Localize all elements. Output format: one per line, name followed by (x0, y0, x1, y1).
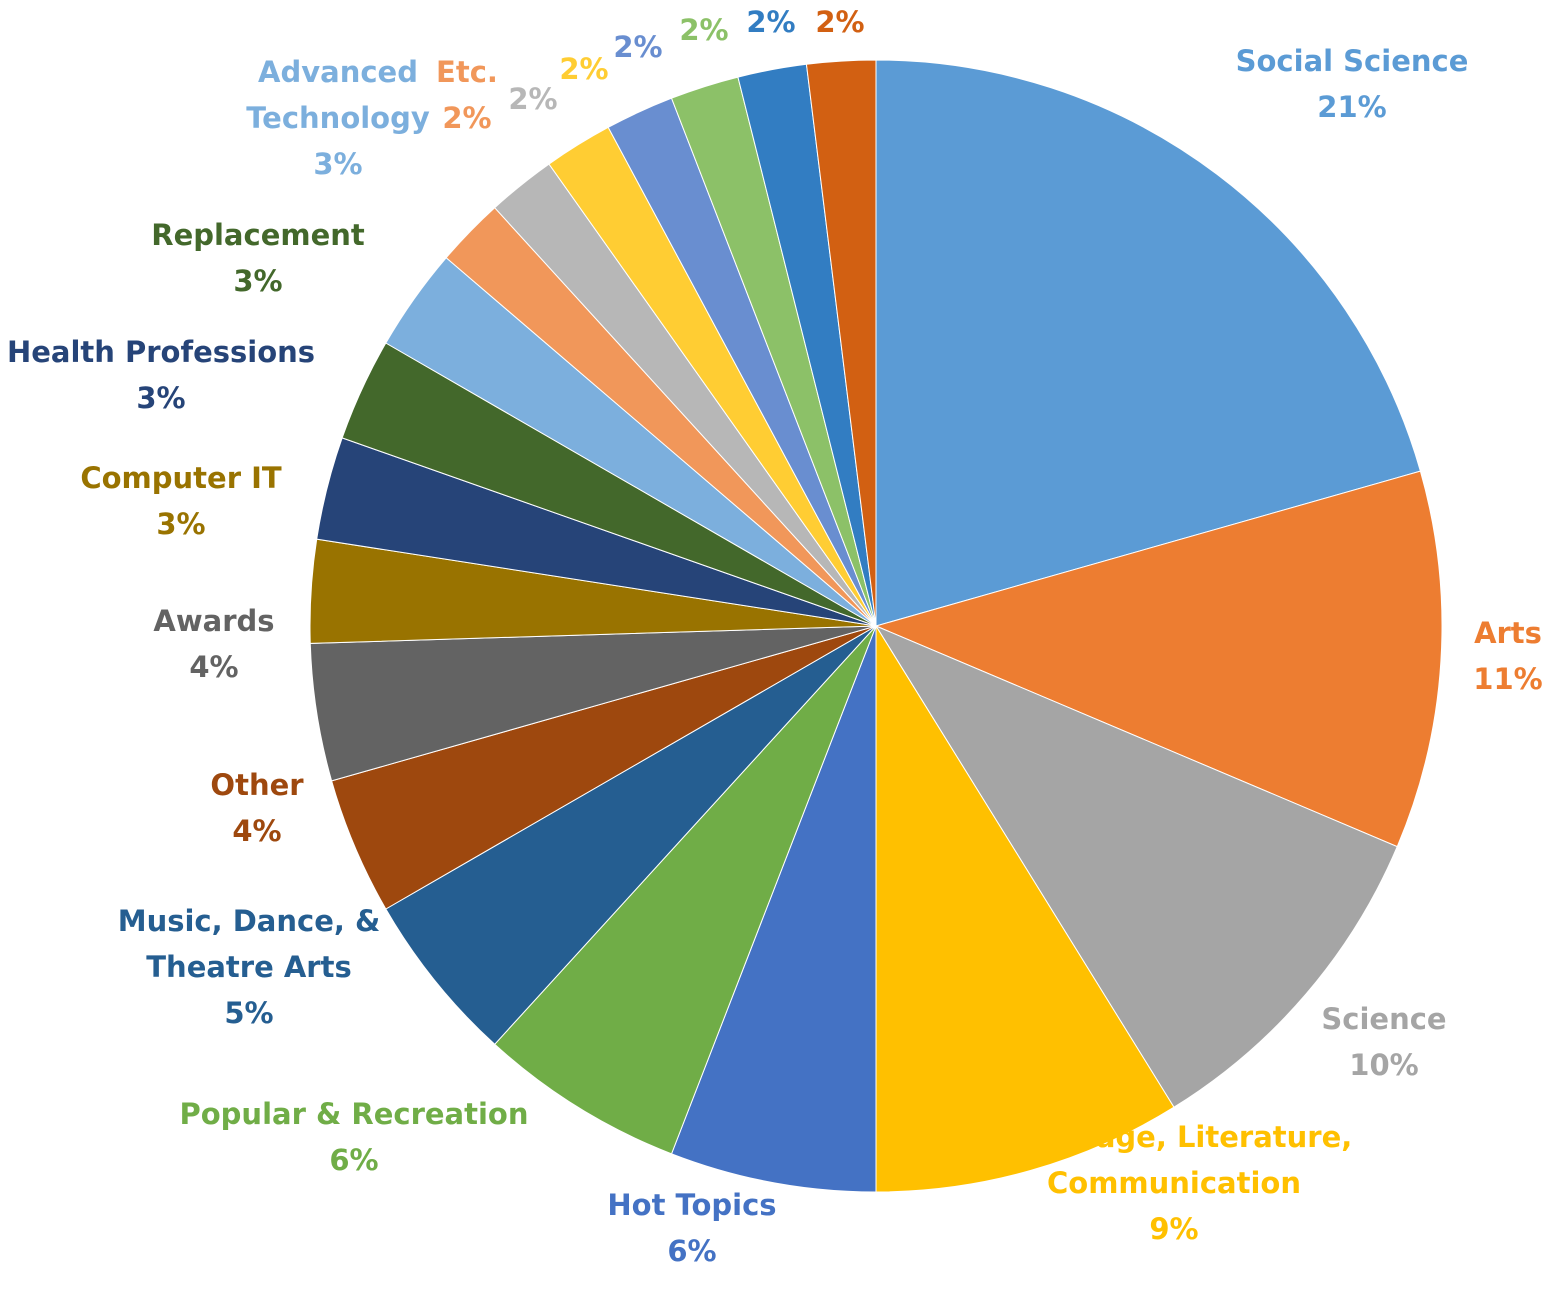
pie-slice-language-literature-communication (875, 624, 1175, 1193)
data-label-arts: Arts 11% (1473, 616, 1542, 696)
data-label-computer-it: Computer IT 3% (80, 461, 282, 541)
pie-slice-popular-recreation (493, 625, 877, 1155)
data-label-unlabeled-17: 2% (679, 13, 728, 47)
data-label-popular-recreation: Popular & Recreation 6% (180, 1097, 529, 1177)
pie-slice-hot-topics (670, 625, 877, 1193)
data-label-other: Other 4% (210, 768, 304, 848)
data-label-unlabeled-14: 2% (508, 82, 557, 116)
pie-slice-music-dance-theatre-arts (385, 625, 877, 1045)
data-label-replacement: Replacement 3% (151, 218, 365, 298)
pie-labels: Social Science 21% Arts 11% Science 10% Langua… (7, 5, 1543, 1268)
data-label-language-literature-communication: Language, Literature, Communication 9% (996, 1120, 1353, 1246)
data-label-unlabeled-16: 2% (613, 30, 662, 64)
data-label-social-science: Social Science 21% (1236, 44, 1469, 124)
pie-slice-arts (874, 470, 1443, 848)
data-label-unlabeled-15: 2% (559, 52, 608, 86)
pie-slice-unlabeled-19 (805, 59, 877, 627)
data-label-unlabeled-19: 2% (815, 5, 864, 39)
data-label-awards: Awards 4% (153, 604, 274, 684)
data-label-unlabeled-18: 2% (746, 5, 795, 39)
data-label-hot-topics: Hot Topics 6% (607, 1188, 776, 1268)
data-label-etc: Etc. 2% (436, 55, 498, 135)
data-label-music-dance-theatre-arts: Music, Dance, & Theatre Arts 5% (118, 904, 381, 1030)
pie-slices (309, 59, 1443, 1193)
pie-slice-science (874, 624, 1398, 1108)
data-label-health-professions: Health Professions 3% (7, 335, 315, 415)
data-label-science: Science 10% (1321, 1002, 1446, 1082)
data-label-advanced-technology: Advanced Technology 3% (246, 55, 430, 181)
pie-slice-social-science (875, 59, 1422, 627)
